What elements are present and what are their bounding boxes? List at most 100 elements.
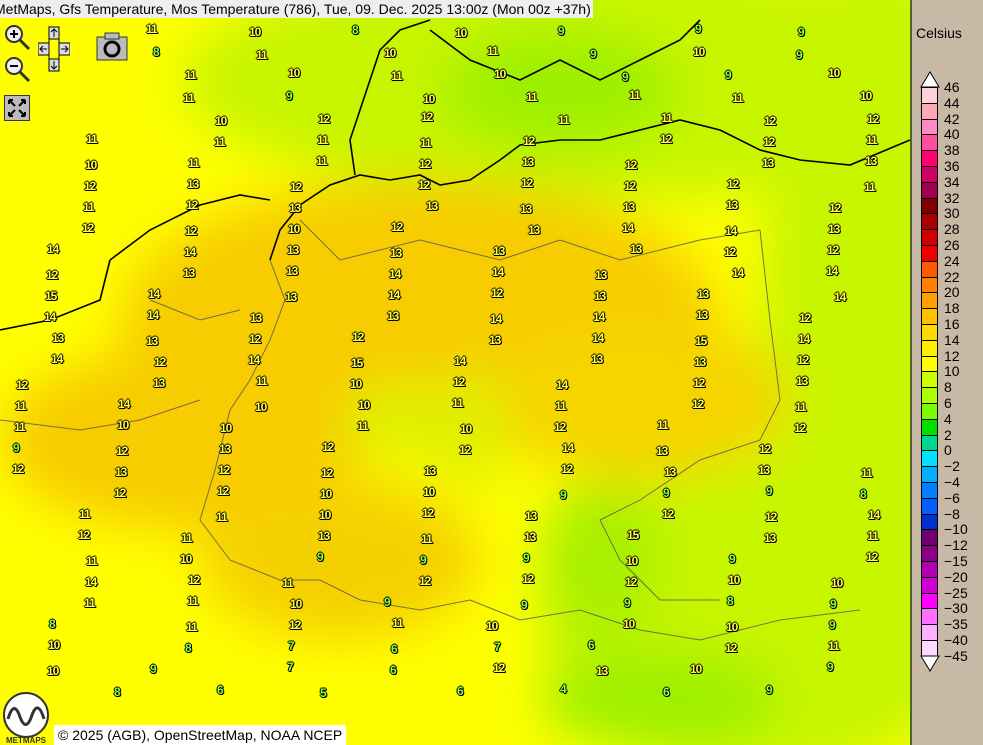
legend-color-box — [921, 166, 938, 183]
legend-color-box — [921, 371, 938, 389]
station-temperature: 12 — [727, 177, 739, 191]
station-temperature: 12 — [154, 355, 166, 369]
station-temperature: 10 — [249, 25, 261, 39]
station-temperature: 11 — [256, 374, 268, 388]
station-temperature: 13 — [591, 352, 603, 366]
legend-color-box — [921, 150, 938, 167]
station-temperature: 13 — [153, 376, 165, 390]
legend-label: −6 — [944, 489, 960, 506]
station-temperature: 11 — [861, 466, 873, 480]
station-temperature: 9 — [286, 89, 293, 103]
legend-color-box — [921, 624, 938, 641]
station-temperature: 12 — [662, 507, 674, 521]
station-temperature: 6 — [457, 684, 464, 698]
legend-color-box — [921, 229, 938, 246]
legend-color-box — [921, 292, 938, 310]
station-temperature: 12 — [724, 245, 736, 259]
copyright-notice: © 2025 (AGB), OpenStreetMap, NOAA NCEP — [54, 725, 347, 745]
station-temperature: 14 — [725, 224, 737, 238]
station-temperature: 12 — [217, 484, 229, 498]
station-temperature: 13 — [630, 242, 642, 256]
station-temperature: 9 — [729, 552, 736, 566]
station-temperature: 13 — [493, 244, 505, 258]
station-temperature: 13 — [726, 198, 738, 212]
station-temperature: 9 — [766, 484, 773, 498]
station-temperature: 9 — [317, 550, 324, 564]
station-temperature: 14 — [492, 265, 504, 279]
station-temperature: 9 — [695, 22, 702, 36]
station-temperature: 13 — [762, 156, 774, 170]
station-temperature: 15 — [351, 356, 363, 370]
station-temperature: 12 — [829, 201, 841, 215]
legend-color-box — [921, 87, 938, 104]
station-temperature: 7 — [287, 660, 294, 674]
station-temperature: 13 — [289, 201, 301, 215]
station-temperature: 13 — [183, 266, 195, 280]
station-temperature: 11 — [187, 594, 199, 608]
station-temperature: 13 — [522, 155, 534, 169]
station-temperature: 10 — [288, 66, 300, 80]
station-temperature: 10 — [828, 66, 840, 80]
station-temperature: 4 — [560, 682, 567, 696]
station-temperature: 6 — [217, 683, 224, 697]
legend-label: 0 — [944, 442, 952, 459]
legend-label: 40 — [944, 126, 960, 143]
station-temperature: 11 — [146, 22, 158, 36]
legend-label: −45 — [944, 647, 968, 664]
pan-arrows-icon — [38, 26, 70, 72]
legend-color-box — [921, 308, 938, 325]
station-temperature: 14 — [147, 308, 159, 322]
legend-color-box — [921, 339, 938, 357]
station-temperature: 13 — [828, 222, 840, 236]
legend-color-box — [921, 245, 938, 262]
station-temperature: 11 — [316, 154, 328, 168]
legend-label: −35 — [944, 616, 968, 633]
legend-label: 24 — [944, 252, 960, 269]
station-temperature: 10 — [288, 222, 300, 236]
station-temperature: 8 — [352, 23, 359, 37]
station-temperature: 12 — [763, 135, 775, 149]
station-temperature: 14 — [388, 288, 400, 302]
station-temperature: 12 — [554, 420, 566, 434]
temperature-map[interactable]: 11 10 8 10 9 9 9 8 11 10 11 9 10 9 11 10 11 10 9 9 10 11 9 10 11… — [0, 0, 910, 745]
station-temperature: 10 — [494, 67, 506, 81]
station-temperature: 13 — [52, 331, 64, 345]
station-temperature: 6 — [588, 638, 595, 652]
legend-label: 32 — [944, 189, 960, 206]
station-temperature: 9 — [384, 595, 391, 609]
station-temperature: 9 — [560, 488, 567, 502]
legend-label: 20 — [944, 284, 960, 301]
station-temperature: 12 — [867, 112, 879, 126]
station-temperature: 14 — [592, 331, 604, 345]
station-temperature: 13 — [115, 465, 127, 479]
svg-text:METMAPS: METMAPS — [6, 736, 47, 745]
legend-color-box — [921, 197, 938, 215]
station-temperature: 9 — [725, 68, 732, 82]
station-temperature: 13 — [697, 287, 709, 301]
station-temperature: 11 — [795, 400, 807, 414]
legend-label: 44 — [944, 94, 960, 111]
station-temperature: 8 — [49, 617, 56, 631]
station-temperature: 14 — [148, 287, 160, 301]
station-temperature: 10 — [350, 377, 362, 391]
station-temperature: 12 — [866, 550, 878, 564]
station-temperature: 12 — [459, 443, 471, 457]
legend-label: 26 — [944, 237, 960, 253]
station-temperature: 9 — [558, 24, 565, 38]
station-temperature: 9 — [830, 597, 837, 611]
station-temperature: 12 — [12, 462, 24, 476]
station-temperature: 11 — [317, 133, 329, 147]
station-temperature: 13 — [318, 529, 330, 543]
station-temperature: 14 — [389, 267, 401, 281]
station-temperature: 10 — [358, 398, 370, 412]
station-temperature: 13 — [287, 243, 299, 257]
station-temperature: 5 — [320, 686, 327, 700]
legend-color-box — [921, 497, 938, 515]
station-temperature: 14 — [622, 221, 634, 235]
legend-label: 30 — [944, 205, 960, 222]
station-temperature: 12 — [114, 486, 126, 500]
station-temperature: 12 — [725, 641, 737, 655]
station-temperature: 11 — [558, 113, 570, 127]
station-temperature: 14 — [118, 397, 130, 411]
legend-label: −25 — [944, 584, 968, 601]
